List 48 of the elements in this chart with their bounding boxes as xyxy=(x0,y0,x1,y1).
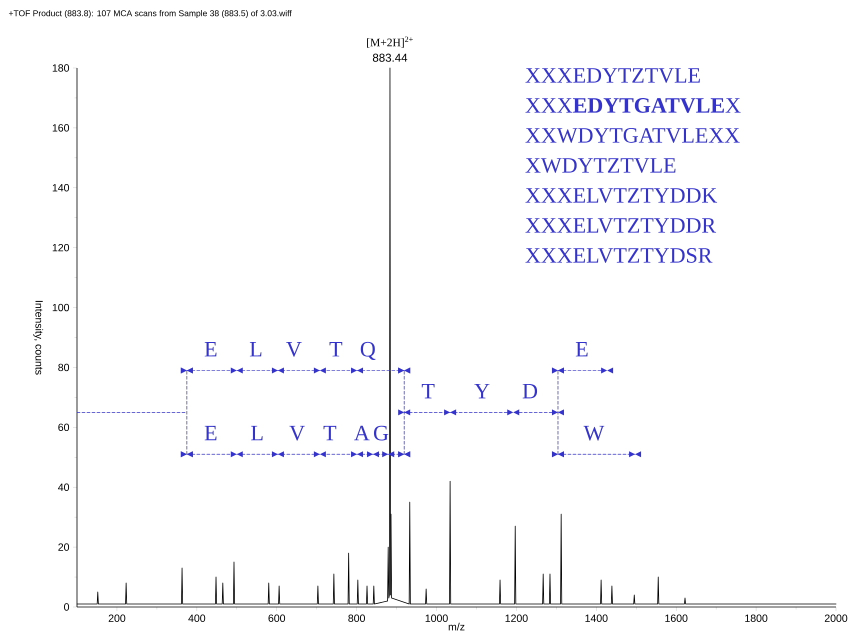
annotation: L xyxy=(250,342,262,356)
annotation: XXXELVTZTYDSR xyxy=(525,248,712,263)
x-tick-label: 1000 xyxy=(426,614,448,622)
x-tick-label: 1800 xyxy=(745,614,768,622)
y-axis-title: Intensity, counts xyxy=(33,300,44,375)
x-tick-label: 1400 xyxy=(585,614,608,622)
y-tick-label: 160 xyxy=(52,124,70,132)
x-tick-label: 600 xyxy=(268,614,286,622)
x-tick-label: 2000 xyxy=(824,614,848,622)
annotation: XXWDYTGATVLEXX xyxy=(525,128,740,143)
annotation: D xyxy=(522,384,538,398)
annotation: T xyxy=(330,342,342,356)
y-tick-label: 20 xyxy=(58,543,70,551)
annotation: G xyxy=(374,426,388,440)
annotation: XXXEDYTGATVLEX xyxy=(525,98,741,113)
annotation: T xyxy=(324,426,336,440)
annotation: A xyxy=(354,426,370,440)
x-tick-label: 400 xyxy=(188,614,206,622)
annotation: Y xyxy=(474,384,490,398)
annotation: XXXELVTZTYDDK xyxy=(525,188,718,203)
annotation: V xyxy=(289,426,305,441)
y-tick-label: 100 xyxy=(52,304,70,312)
y-tick-label: 140 xyxy=(52,184,70,192)
annotation: Q xyxy=(360,342,376,360)
annotation: T xyxy=(422,384,434,398)
annotation: XXXELVTZTYDDR xyxy=(525,218,716,233)
chart-title: +TOF Product (883.8): 107 MCA scans from Sample 38 (883.5) of 3.03.wiff xyxy=(8,10,292,18)
y-tick-label: 80 xyxy=(58,364,70,372)
y-tick-label: 0 xyxy=(64,603,70,611)
annotation: W xyxy=(584,426,604,441)
annotation: XXXEDYTZTVLE xyxy=(525,68,700,83)
annotation: E xyxy=(576,342,588,356)
y-tick-label: 120 xyxy=(52,244,70,252)
annotation: E xyxy=(204,426,216,440)
annotation: 883.44 xyxy=(372,54,408,62)
annotation: V xyxy=(286,342,302,357)
x-tick-label: 1600 xyxy=(665,614,688,622)
x-tick-label: 800 xyxy=(348,614,365,622)
x-tick-label: 200 xyxy=(108,614,126,622)
y-tick-label: 60 xyxy=(58,424,70,432)
y-tick-label: 180 xyxy=(52,64,70,72)
y-tick-label: 40 xyxy=(58,484,70,491)
annotation: [M+2H]$^{2+}$ xyxy=(367,36,413,48)
annotation: XWDYTZTVLE xyxy=(525,158,676,173)
annotation: L xyxy=(251,426,263,440)
x-tick-label: 1200 xyxy=(506,614,528,622)
x-axis-title: m/z xyxy=(448,622,464,631)
annotation: E xyxy=(204,342,216,356)
